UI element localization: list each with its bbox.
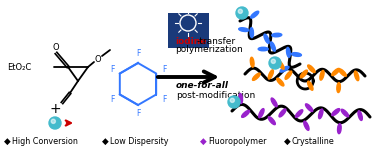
Text: iodine: iodine bbox=[175, 38, 206, 46]
Ellipse shape bbox=[337, 83, 340, 93]
Text: one-for-all: one-for-all bbox=[176, 82, 229, 90]
Ellipse shape bbox=[253, 73, 260, 80]
Text: polymerization: polymerization bbox=[175, 45, 243, 55]
Ellipse shape bbox=[320, 70, 324, 80]
Ellipse shape bbox=[332, 68, 339, 76]
Ellipse shape bbox=[319, 109, 323, 119]
Text: +: + bbox=[49, 102, 61, 116]
Ellipse shape bbox=[287, 47, 290, 57]
Text: Fluoropolymer: Fluoropolymer bbox=[208, 136, 267, 146]
Text: F: F bbox=[162, 65, 166, 73]
Circle shape bbox=[228, 96, 240, 108]
Text: -transfer: -transfer bbox=[197, 38, 236, 46]
Ellipse shape bbox=[285, 71, 292, 79]
Ellipse shape bbox=[308, 81, 313, 90]
Text: O: O bbox=[53, 42, 59, 52]
Ellipse shape bbox=[270, 42, 276, 51]
Text: F: F bbox=[136, 110, 140, 118]
Circle shape bbox=[238, 9, 242, 13]
Text: post-modification: post-modification bbox=[176, 90, 255, 100]
Ellipse shape bbox=[271, 98, 277, 107]
Text: ◆: ◆ bbox=[200, 136, 207, 146]
Text: O: O bbox=[94, 55, 101, 63]
Ellipse shape bbox=[295, 110, 303, 117]
Ellipse shape bbox=[291, 53, 301, 56]
Ellipse shape bbox=[304, 121, 309, 130]
Ellipse shape bbox=[278, 61, 284, 69]
Text: ◆: ◆ bbox=[284, 136, 290, 146]
Text: ◆: ◆ bbox=[102, 136, 109, 146]
Circle shape bbox=[236, 7, 248, 19]
Text: F: F bbox=[110, 94, 114, 104]
Ellipse shape bbox=[259, 109, 264, 118]
Ellipse shape bbox=[280, 66, 289, 72]
Ellipse shape bbox=[272, 33, 282, 37]
Ellipse shape bbox=[251, 11, 259, 18]
Ellipse shape bbox=[242, 110, 249, 117]
Ellipse shape bbox=[355, 71, 359, 81]
Text: Crystalline: Crystalline bbox=[291, 136, 334, 146]
Ellipse shape bbox=[358, 111, 362, 120]
Ellipse shape bbox=[250, 28, 254, 38]
Ellipse shape bbox=[250, 57, 254, 67]
Text: EtO₂C: EtO₂C bbox=[7, 62, 31, 72]
Text: F: F bbox=[162, 94, 166, 104]
Circle shape bbox=[269, 57, 281, 69]
Ellipse shape bbox=[338, 124, 341, 134]
Ellipse shape bbox=[332, 109, 340, 116]
FancyBboxPatch shape bbox=[167, 13, 209, 48]
Text: Low Dispersity: Low Dispersity bbox=[110, 136, 169, 146]
Circle shape bbox=[271, 59, 276, 63]
Ellipse shape bbox=[308, 65, 315, 73]
Ellipse shape bbox=[264, 34, 269, 43]
Text: F: F bbox=[110, 65, 114, 73]
Ellipse shape bbox=[239, 94, 243, 103]
Ellipse shape bbox=[279, 109, 286, 117]
Circle shape bbox=[230, 98, 234, 102]
Circle shape bbox=[49, 117, 61, 129]
Ellipse shape bbox=[305, 104, 313, 111]
Ellipse shape bbox=[341, 109, 349, 117]
Text: F: F bbox=[136, 49, 140, 59]
Ellipse shape bbox=[258, 47, 268, 51]
Ellipse shape bbox=[277, 78, 284, 86]
Ellipse shape bbox=[239, 28, 249, 31]
Text: High Conversion: High Conversion bbox=[12, 136, 77, 146]
Text: ◆: ◆ bbox=[4, 136, 11, 146]
Ellipse shape bbox=[339, 69, 346, 76]
Ellipse shape bbox=[268, 117, 275, 125]
Ellipse shape bbox=[300, 70, 307, 78]
Ellipse shape bbox=[268, 70, 273, 79]
Circle shape bbox=[51, 119, 56, 123]
